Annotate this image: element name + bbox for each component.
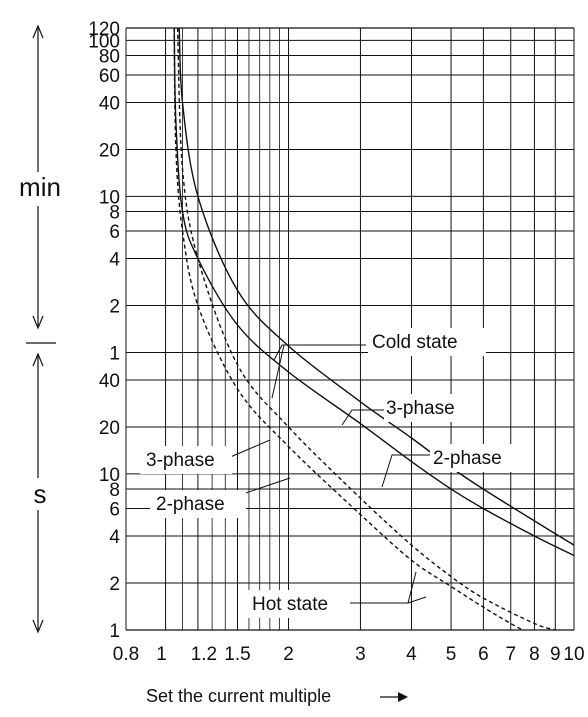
x-axis-title: Set the current multiple — [146, 686, 331, 706]
hot-2-phase-curve — [176, 27, 556, 631]
y-tick-label: 100 — [88, 31, 120, 52]
y-tick-label: 10 — [99, 187, 120, 208]
y-tick-label: 40 — [99, 93, 120, 114]
y-tick-label: 6 — [109, 222, 120, 243]
y-tick-label: 20 — [99, 418, 120, 439]
y-unit-s: s — [34, 479, 47, 509]
y-tick-label: 8 — [109, 480, 120, 501]
y-tick-label: 8 — [109, 203, 120, 224]
x-tick-label: 6 — [478, 644, 489, 665]
annotation-hot-2-phase: 2-phase — [156, 494, 225, 515]
y-tick-label: 4 — [109, 527, 120, 548]
x-tick-label: 7 — [505, 644, 516, 665]
y-tick-label: 60 — [99, 66, 120, 87]
x-tick-label: 1 — [156, 644, 167, 665]
x-tick-label: 8 — [529, 644, 540, 665]
cold-3-phase-curve — [173, 27, 575, 557]
y-tick-label: 2 — [109, 574, 120, 595]
annotation-leaders — [227, 344, 430, 604]
annotation-cold-2-phase: 2-phase — [433, 448, 502, 469]
y-tick-label: 10 — [99, 465, 120, 486]
cold-2-phase-curve — [178, 27, 575, 546]
y-tick-label: 40 — [99, 371, 120, 392]
x-tick-label: 1.2 — [191, 644, 217, 665]
x-tick-label: 5 — [446, 644, 457, 665]
x-tick-label: 4 — [406, 644, 417, 665]
y-tick-label: 6 — [109, 500, 120, 521]
x-tick-label: 1.5 — [224, 644, 250, 665]
y-tick-label: 4 — [109, 250, 120, 271]
x-axis-title-arrow — [380, 692, 408, 702]
x-tick-label: 9 — [550, 644, 561, 665]
y-tick-label: 1 — [109, 621, 120, 642]
x-tick-label: 10 — [563, 644, 584, 665]
y-tick-label: 120 — [88, 19, 120, 40]
y-unit-min: min — [19, 172, 61, 202]
y-tick-label: 80 — [99, 46, 120, 67]
annotation-hot-3-phase: 3-phase — [146, 450, 215, 471]
annotation-cold-3-phase: 3-phase — [386, 398, 455, 419]
annotation-cold-state: Cold state — [372, 332, 458, 353]
y-tick-label: 2 — [109, 297, 120, 318]
y-tick-label: 20 — [99, 140, 120, 161]
annotation-hot-state: Hot state — [252, 594, 328, 615]
y-tick-label: 1 — [109, 343, 120, 364]
x-tick-label: 0.8 — [113, 644, 139, 665]
x-tick-label: 3 — [355, 644, 366, 665]
hot-3-phase-curve — [173, 27, 524, 631]
x-tick-label: 2 — [283, 644, 294, 665]
